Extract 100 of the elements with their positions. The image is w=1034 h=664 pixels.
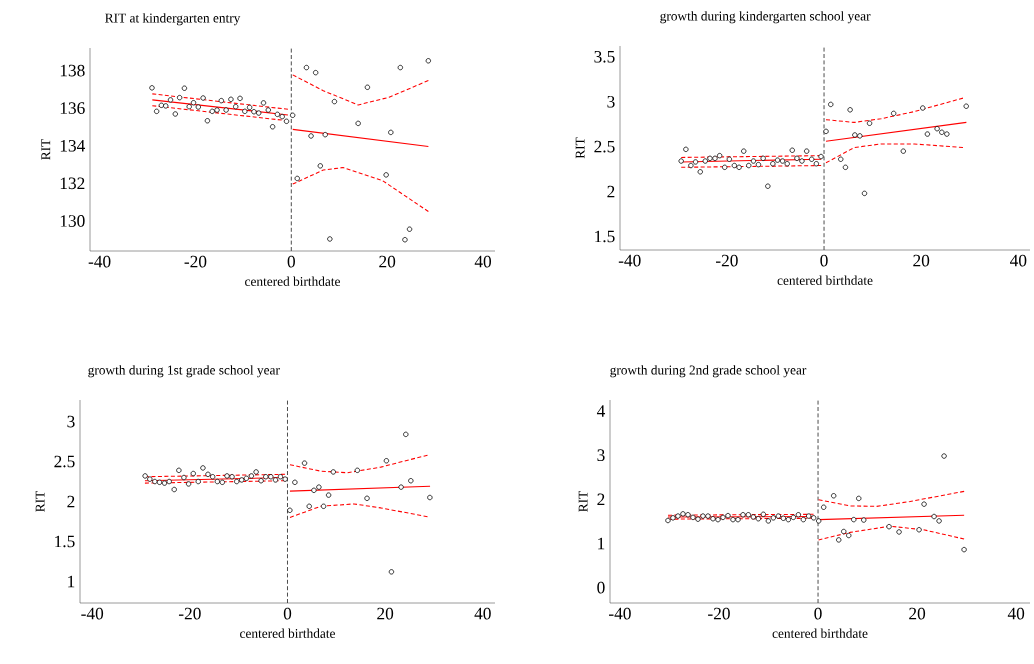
point	[282, 476, 288, 482]
point	[306, 503, 312, 509]
point	[765, 183, 771, 189]
point	[242, 108, 248, 115]
point	[775, 513, 782, 519]
point	[256, 110, 262, 116]
point	[287, 507, 293, 513]
point	[268, 474, 274, 480]
point	[383, 458, 390, 464]
point	[785, 516, 792, 523]
point	[886, 524, 892, 530]
x-tick-label: 0	[287, 255, 295, 268]
point	[274, 111, 281, 118]
point	[961, 546, 967, 553]
point	[770, 515, 777, 521]
point	[821, 504, 827, 510]
point	[683, 146, 689, 153]
x-axis-title: centered birthdate	[245, 276, 340, 286]
point	[311, 487, 317, 493]
point	[931, 513, 937, 520]
point	[260, 100, 267, 106]
point	[312, 69, 319, 76]
point	[237, 95, 243, 102]
point	[712, 155, 718, 162]
point	[818, 153, 824, 160]
point	[253, 469, 259, 475]
point	[263, 474, 269, 480]
point	[167, 97, 174, 103]
point	[700, 513, 706, 519]
point	[670, 515, 676, 521]
point	[398, 484, 404, 490]
point	[934, 126, 940, 132]
point	[292, 479, 298, 485]
point	[944, 131, 950, 137]
point	[325, 492, 332, 498]
point	[406, 226, 413, 232]
point	[331, 98, 338, 105]
point	[794, 155, 800, 162]
point	[750, 158, 757, 164]
point	[294, 175, 300, 182]
x-tick-label: -20	[708, 607, 730, 620]
point	[746, 162, 752, 169]
chart-title: growth during kindergarten school year	[660, 11, 871, 24]
point	[214, 478, 221, 485]
point	[806, 513, 812, 519]
point	[397, 64, 404, 71]
point	[831, 493, 837, 499]
point	[847, 107, 853, 113]
chart-title: RIT at kindergarten entry	[105, 13, 241, 26]
point	[186, 103, 192, 110]
point	[402, 237, 408, 243]
point	[838, 156, 844, 162]
point	[716, 152, 723, 159]
point	[823, 128, 829, 135]
point	[181, 474, 187, 481]
point	[740, 512, 746, 518]
chart-title: growth during 2nd grade school year	[610, 365, 807, 378]
point	[857, 133, 863, 139]
point	[920, 105, 926, 111]
point	[214, 107, 220, 113]
point	[316, 484, 322, 490]
x-tick-label: 20	[913, 254, 930, 267]
point	[152, 478, 158, 485]
y-tick-label: 3	[67, 415, 75, 428]
point	[941, 453, 947, 459]
point	[900, 148, 906, 154]
point	[327, 236, 333, 242]
line-series	[289, 503, 429, 519]
line-series	[292, 74, 429, 106]
point	[248, 473, 255, 479]
x-tick-label: 20	[377, 607, 394, 620]
point	[223, 107, 229, 113]
point	[811, 515, 817, 521]
point	[730, 516, 736, 523]
point	[890, 110, 897, 117]
point	[852, 132, 858, 138]
point	[710, 516, 716, 522]
line-series	[289, 454, 429, 474]
y-tick-label: 1.5	[595, 230, 615, 243]
x-tick-label: 0	[814, 607, 822, 620]
x-tick-label: -40	[618, 254, 641, 267]
point	[692, 159, 699, 165]
point	[745, 512, 752, 518]
point	[166, 478, 172, 485]
x-tick-label: -20	[184, 255, 207, 268]
point	[828, 101, 834, 108]
point	[204, 118, 211, 124]
x-tick-label: 40	[474, 255, 492, 268]
y-tick-label: 132	[60, 177, 85, 190]
point	[200, 95, 206, 101]
point	[265, 107, 271, 113]
y-tick-label: 1	[598, 537, 605, 550]
x-tick-label: 0	[820, 254, 828, 267]
point	[205, 471, 211, 477]
point	[190, 470, 196, 477]
point	[755, 516, 762, 522]
point	[289, 112, 296, 118]
point	[707, 155, 713, 162]
point	[283, 118, 290, 124]
point	[741, 148, 747, 154]
